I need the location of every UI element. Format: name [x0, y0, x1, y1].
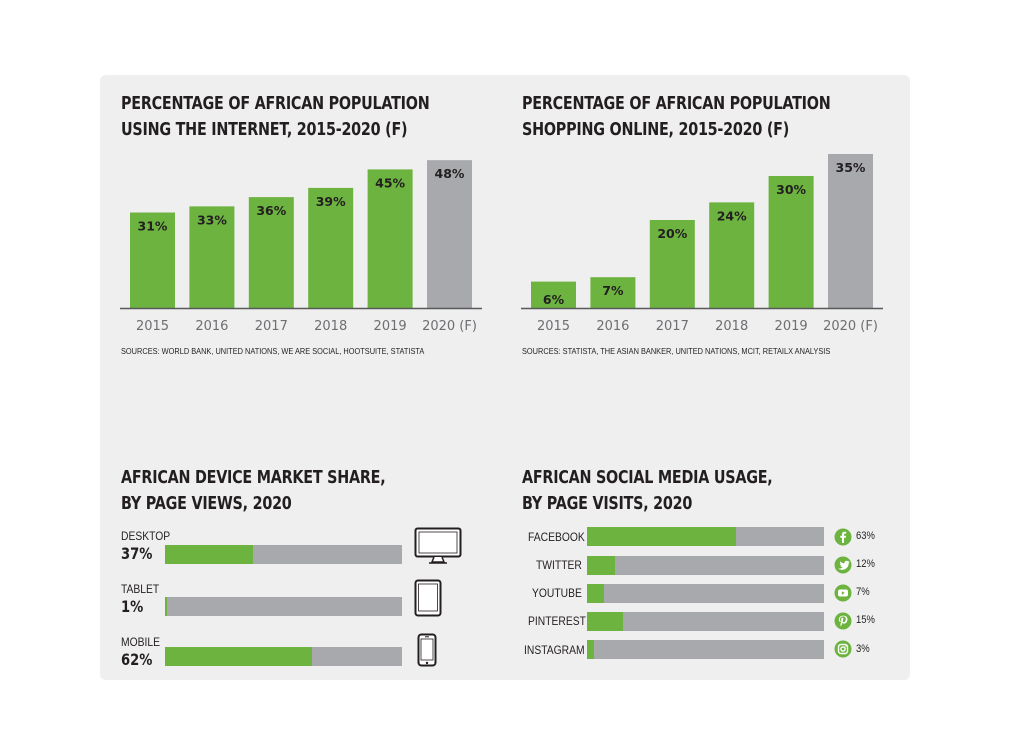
- title-line: AFRICAN DEVICE MARKET SHARE,: [121, 468, 386, 488]
- data-label: 7%: [602, 283, 624, 298]
- data-label: 24%: [717, 208, 747, 223]
- data-label: 31%: [138, 219, 168, 234]
- x-tick-label: 2020 (F): [422, 319, 477, 334]
- title-line: AFRICAN SOCIAL MEDIA USAGE,: [522, 468, 773, 488]
- online-shopping-source: SOURCES: STATISTA, THE ASIAN BANKER, UNI…: [522, 346, 831, 356]
- social-bar-pinterest: [587, 612, 824, 631]
- x-tick-label: 2016: [195, 319, 228, 334]
- infographic-panel: [100, 75, 910, 680]
- bar: [531, 281, 576, 308]
- device-value-tablet: 1%: [121, 597, 144, 616]
- mobile-icon: [417, 633, 437, 667]
- device-bar-tablet: [165, 597, 402, 616]
- device-value-mobile: 62%: [121, 650, 153, 669]
- x-tick-label: 2020 (F): [823, 319, 878, 334]
- data-label: 33%: [197, 212, 227, 227]
- bar: [427, 160, 472, 308]
- x-tick-label: 2019: [374, 319, 407, 334]
- social-bar-instagram: [587, 640, 824, 659]
- data-label: 39%: [316, 194, 346, 209]
- data-label: 48%: [435, 166, 465, 181]
- instagram-icon: [834, 640, 852, 658]
- data-label: 6%: [543, 292, 565, 307]
- x-tick-label: 2018: [314, 319, 347, 334]
- data-label: 35%: [836, 160, 866, 175]
- social-label-instagram: INSTAGRAM: [524, 643, 585, 657]
- device-value-desktop: 37%: [121, 544, 153, 563]
- device-label-desktop: DESKTOP: [121, 529, 171, 543]
- social-bar-youtube: [587, 584, 824, 603]
- social-bar-twitter: [587, 556, 824, 575]
- device-bar-desktop: [165, 545, 402, 564]
- internet-usage-bar-chart: 31% 2015 33% 2016 36% 2017 39% 2018 45% 2019 48% 20…: [120, 160, 482, 334]
- device-bar-fill: [165, 647, 312, 666]
- internet-usage-chart-title: PERCENTAGE OF AFRICAN POPULATION USING T…: [121, 91, 430, 143]
- title-line: USING THE INTERNET, 2015-2020 (F): [121, 120, 408, 140]
- social-label-pinterest: PINTEREST: [528, 614, 586, 628]
- online-shopping-bar-chart: 6% 2015 7% 2016 20% 2017 24% 2018 30% 2019 35% 2020…: [521, 154, 883, 334]
- bar: [189, 206, 235, 308]
- social-bar-fill: [587, 556, 616, 575]
- social-bar-fill: [587, 584, 604, 603]
- internet-usage-source: SOURCES: WORLD BANK, UNITED NATIONS, WE …: [121, 346, 425, 356]
- social-label-twitter: TWITTER: [536, 558, 582, 572]
- bar: [130, 212, 175, 308]
- social-value-youtube: 7%: [856, 586, 870, 598]
- data-label: 20%: [657, 226, 687, 241]
- x-tick-label: 2015: [136, 319, 169, 334]
- social-value-instagram: 3%: [856, 643, 870, 655]
- x-tick-label: 2016: [596, 319, 629, 334]
- twitter-icon: [834, 556, 852, 574]
- title-line: BY PAGE VIEWS, 2020: [121, 494, 292, 514]
- social-value-pinterest: 15%: [856, 614, 875, 626]
- bar: [649, 220, 695, 308]
- title-line: PERCENTAGE OF AFRICAN POPULATION: [121, 94, 430, 114]
- pinterest-icon: [834, 612, 852, 630]
- device-share-chart-title: AFRICAN DEVICE MARKET SHARE, BY PAGE VIE…: [121, 465, 386, 517]
- x-tick-label: 2017: [255, 319, 288, 334]
- social-media-chart-title: AFRICAN SOCIAL MEDIA USAGE, BY PAGE VISI…: [522, 465, 773, 517]
- data-label: 36%: [256, 203, 286, 218]
- online-shopping-chart-title: PERCENTAGE OF AFRICAN POPULATION SHOPPIN…: [522, 91, 831, 143]
- device-label-tablet: TABLET: [121, 582, 160, 596]
- bar: [308, 187, 354, 308]
- x-tick-label: 2018: [715, 319, 748, 334]
- bar: [367, 169, 413, 308]
- x-tick-label: 2017: [656, 319, 689, 334]
- bar: [590, 277, 636, 308]
- social-value-twitter: 12%: [856, 558, 875, 570]
- title-line: PERCENTAGE OF AFRICAN POPULATION: [522, 94, 831, 114]
- device-label-mobile: MOBILE: [121, 635, 161, 649]
- x-tick-label: 2015: [537, 319, 570, 334]
- data-label: 45%: [375, 175, 405, 190]
- social-bar-facebook: [587, 527, 824, 546]
- title-line: SHOPPING ONLINE, 2015-2020 (F): [522, 120, 790, 140]
- youtube-icon: [834, 584, 852, 602]
- device-bar-mobile: [165, 647, 402, 666]
- bar: [828, 154, 873, 308]
- tablet-icon: [414, 579, 442, 617]
- data-label: 30%: [776, 182, 806, 197]
- device-bar-fill: [165, 597, 168, 616]
- x-tick-label: 2019: [775, 319, 808, 334]
- bar: [709, 202, 755, 308]
- bar: [768, 176, 814, 308]
- social-bar-fill: [587, 612, 623, 631]
- title-line: BY PAGE VISITS, 2020: [522, 494, 693, 514]
- device-bar-fill: [165, 545, 253, 564]
- facebook-icon: [834, 528, 852, 546]
- social-bar-fill: [587, 640, 595, 659]
- social-label-facebook: FACEBOOK: [528, 530, 585, 544]
- social-value-facebook: 63%: [856, 530, 875, 542]
- social-label-youtube: YOUTUBE: [532, 586, 582, 600]
- desktop-icon: [414, 527, 462, 564]
- social-bar-fill: [587, 527, 737, 546]
- bar: [248, 197, 294, 308]
